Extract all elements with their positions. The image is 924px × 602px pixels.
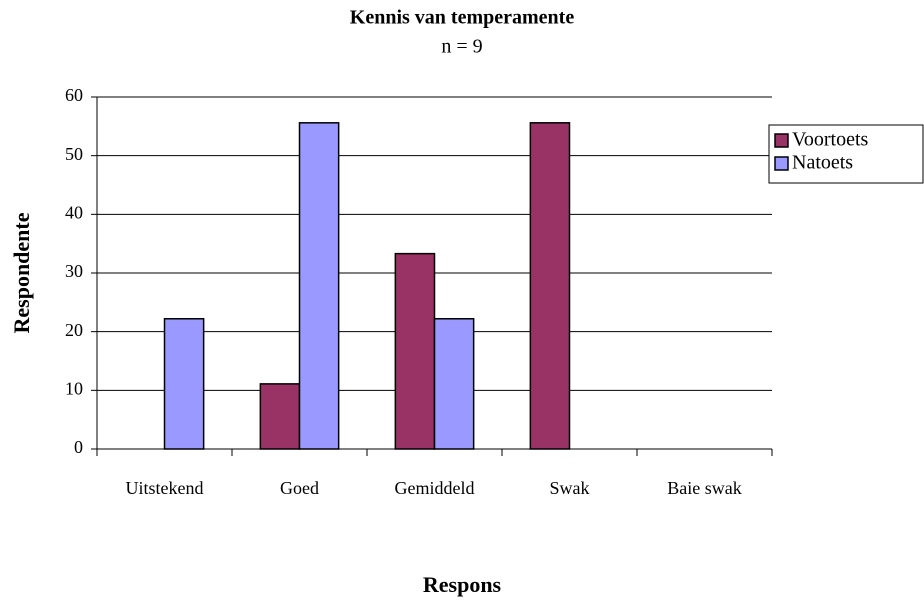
legend-label: Voortoets — [792, 129, 869, 151]
y-tick-label: 50 — [65, 144, 83, 164]
y-tick-label: 10 — [65, 378, 83, 398]
legend-label: Natoets — [792, 152, 853, 174]
y-tick-label: 40 — [65, 202, 83, 222]
y-tick-label: 30 — [65, 261, 83, 281]
legend-swatch — [774, 156, 789, 171]
x-tick-label: Uitstekend — [126, 478, 204, 498]
legend-swatch — [774, 133, 789, 148]
y-tick-label: 60 — [65, 85, 83, 105]
bar — [433, 318, 475, 450]
bar — [163, 318, 205, 450]
bar — [394, 252, 436, 450]
y-tick-label: 0 — [74, 437, 83, 457]
chart-subtitle: n = 9 — [441, 36, 482, 58]
chart-title: Kennis van temperamente — [350, 7, 575, 29]
y-axis-label: Respondente — [9, 212, 34, 333]
bar — [298, 122, 340, 450]
x-tick-label: Swak — [550, 478, 590, 498]
bar — [529, 122, 571, 450]
x-axis-label: Respons — [423, 572, 502, 597]
x-tick-label: Goed — [280, 478, 319, 498]
y-tick-label: 20 — [65, 320, 83, 340]
x-tick-label: Gemiddeld — [395, 478, 475, 498]
bar — [259, 383, 301, 450]
legend-box — [768, 124, 924, 184]
x-tick-label: Baie swak — [667, 478, 741, 498]
